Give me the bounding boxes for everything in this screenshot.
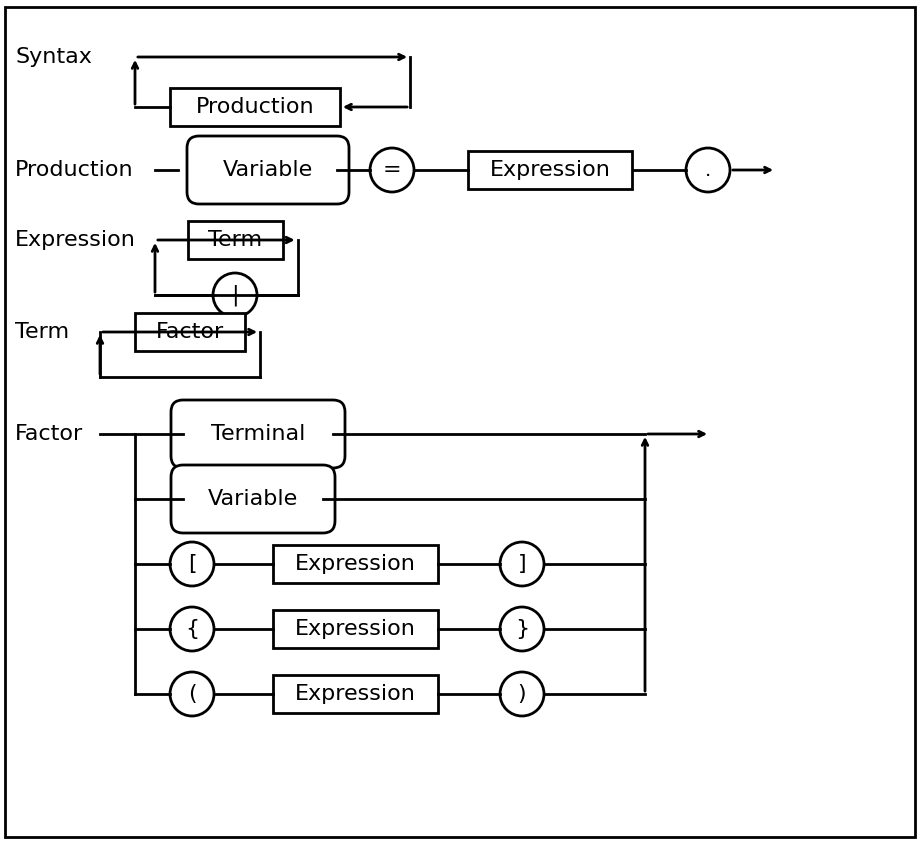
- FancyBboxPatch shape: [171, 400, 345, 468]
- Circle shape: [170, 607, 214, 651]
- FancyBboxPatch shape: [170, 88, 340, 126]
- Circle shape: [213, 273, 257, 317]
- Circle shape: [170, 542, 214, 586]
- Text: Expression: Expression: [489, 160, 610, 180]
- Circle shape: [500, 607, 544, 651]
- FancyBboxPatch shape: [187, 221, 282, 259]
- Text: Expression: Expression: [15, 230, 136, 250]
- Text: Variable: Variable: [222, 160, 313, 180]
- Text: .: .: [705, 161, 711, 179]
- Text: Expression: Expression: [294, 619, 415, 639]
- Circle shape: [370, 148, 414, 192]
- FancyBboxPatch shape: [135, 313, 245, 351]
- Text: Syntax: Syntax: [15, 47, 92, 67]
- FancyBboxPatch shape: [171, 465, 335, 533]
- Circle shape: [686, 148, 730, 192]
- Circle shape: [500, 542, 544, 586]
- Text: [: [: [187, 554, 197, 574]
- Text: ): ): [518, 684, 526, 704]
- Text: =: =: [383, 160, 402, 180]
- Circle shape: [500, 672, 544, 716]
- Text: Factor: Factor: [15, 424, 83, 444]
- Text: }: }: [515, 619, 529, 639]
- Text: Variable: Variable: [208, 489, 298, 509]
- FancyBboxPatch shape: [272, 545, 438, 583]
- FancyBboxPatch shape: [272, 610, 438, 648]
- Text: Production: Production: [196, 97, 315, 117]
- FancyBboxPatch shape: [468, 151, 632, 189]
- Text: Expression: Expression: [294, 554, 415, 574]
- Text: Factor: Factor: [156, 322, 224, 342]
- FancyBboxPatch shape: [187, 136, 349, 204]
- FancyBboxPatch shape: [272, 675, 438, 713]
- Text: Terminal: Terminal: [210, 424, 306, 444]
- Text: Term: Term: [208, 230, 262, 250]
- Text: ]: ]: [518, 554, 526, 574]
- Text: Term: Term: [15, 322, 69, 342]
- Text: Production: Production: [15, 160, 134, 180]
- Text: Expression: Expression: [294, 684, 415, 704]
- Text: |: |: [231, 285, 239, 306]
- Text: (: (: [187, 684, 197, 704]
- Circle shape: [170, 672, 214, 716]
- Text: {: {: [185, 619, 199, 639]
